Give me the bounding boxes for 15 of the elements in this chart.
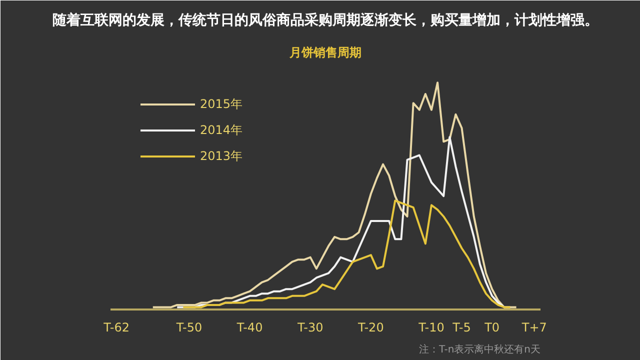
legend-label: 2013年 [200, 148, 243, 164]
x-tick-label: T-20 [357, 320, 384, 334]
x-tick-label: T-40 [236, 320, 263, 334]
x-tick-label: T-30 [296, 320, 324, 334]
x-tick-label: T0 [484, 320, 500, 334]
legend-label: 2015年 [200, 96, 243, 112]
chart-subtitle: 月饼销售周期 [288, 46, 362, 60]
text: 注：T-n表示离中秋还有n天 [419, 344, 541, 356]
legend-label: 2014年 [200, 122, 243, 138]
x-tick-label: T-62 [102, 320, 130, 334]
x-tick-label: T+7 [520, 320, 547, 334]
x-tick-label: T-10 [418, 320, 444, 334]
x-tick-label: T-5 [452, 320, 471, 334]
x-tick-label: T-50 [175, 320, 202, 334]
chart-title: 随着互联网的发展，传统节日的风俗商品采购周期逐渐变长，购买量增加，计划性增强。 [52, 12, 598, 28]
